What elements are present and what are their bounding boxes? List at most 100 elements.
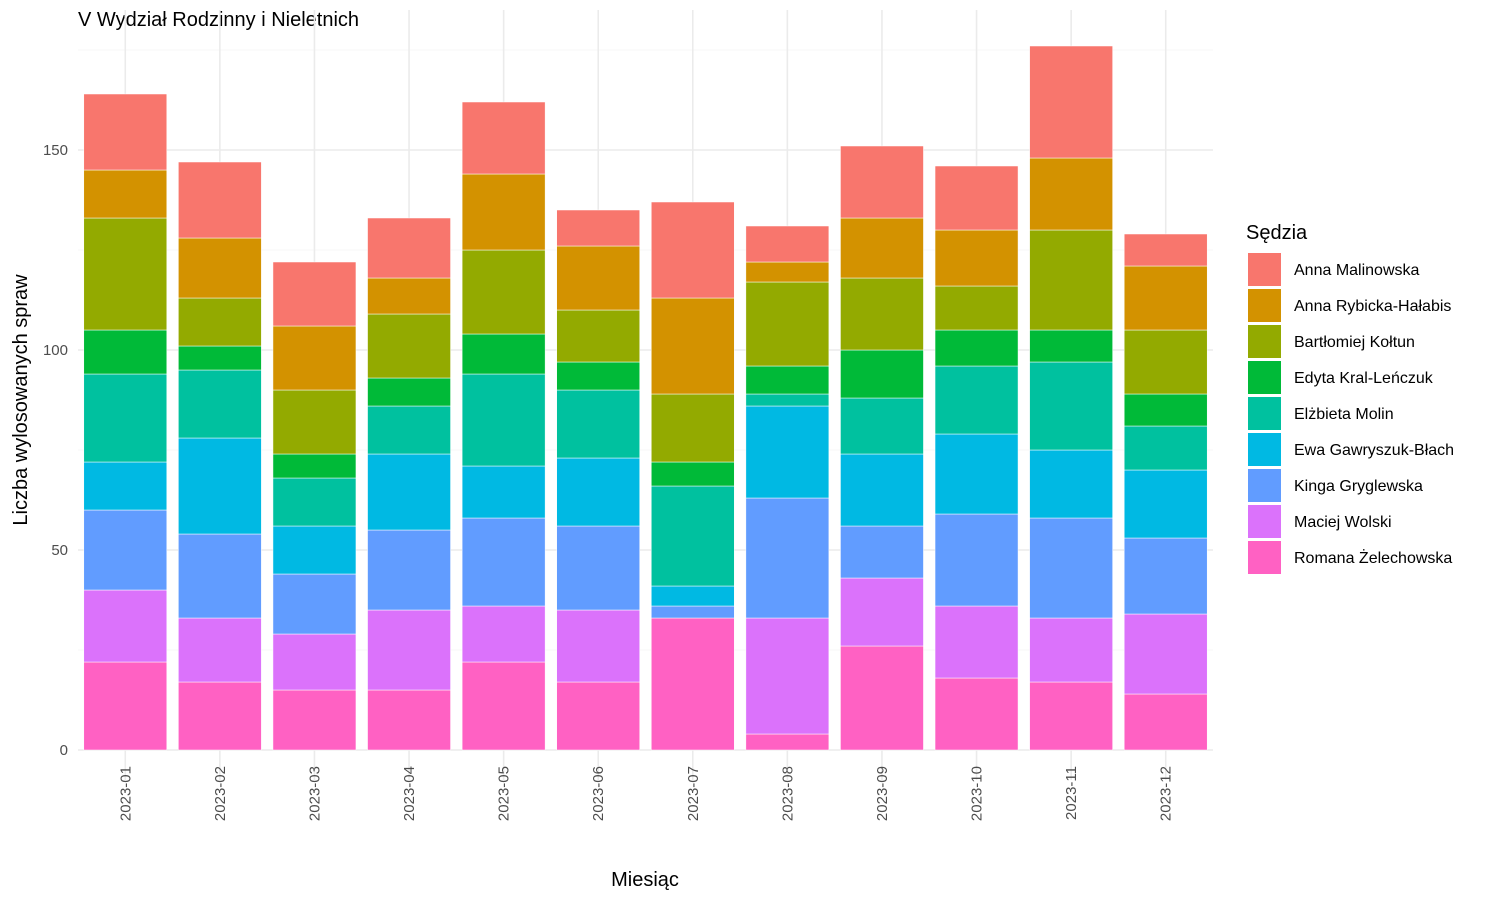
bar-segment [367,313,451,379]
bar-segment [272,633,357,691]
bar-segment [1123,469,1208,539]
bar-segment [461,661,546,751]
bar-segment [83,661,168,751]
bar-segment [651,617,735,751]
bar-segment [556,309,640,363]
bar-segment [1123,265,1208,331]
legend-swatch [1248,505,1281,538]
bar-segment [1123,233,1208,267]
bar-segment [934,433,1019,515]
bar-segment [83,461,168,511]
bar-segment [651,485,735,587]
legend-label: Elżbieta Molin [1294,406,1394,423]
bar-segment [1029,229,1113,331]
bar-segment [556,361,640,391]
bar-segment [272,573,357,635]
x-tick-label: 2023-11 [1063,766,1080,820]
legend-swatch [1248,397,1281,430]
bar-segment [272,477,357,527]
bar-segment [178,297,262,347]
x-axis-title: Miesiąc [611,869,679,891]
bar-segment [1123,329,1208,395]
bar-segment [840,277,924,351]
bar-segment [1029,361,1113,451]
bar-segment [840,577,924,647]
bar-segment [745,225,830,263]
legend-label: Kinga Gryglewska [1294,478,1423,495]
bar-segment [272,389,357,455]
bar-segment [461,101,546,175]
bar-segment [840,645,924,751]
bar-segment [556,609,640,683]
bar-segment [367,689,451,751]
legend-swatch [1248,541,1281,574]
bar-segment [934,513,1019,607]
bar-segment [83,509,168,591]
bar-segment [272,453,357,479]
bar-segment [367,529,451,611]
bar-segment [1029,617,1113,683]
bar-segment [745,617,830,735]
bar-segment [367,609,451,691]
y-tick-label: 100 [43,342,68,359]
bar-segment [1029,517,1113,619]
bar-segment [934,229,1019,287]
bar-segment [1123,393,1208,427]
bar-segment [1123,537,1208,615]
bar-segment [840,349,924,399]
bar-segment [367,277,451,315]
x-tick-label: 2023-06 [590,766,607,821]
bar-segment [83,589,168,663]
bar-segment [1029,157,1113,231]
bar-segment [934,285,1019,331]
y-tick-label: 150 [43,142,68,159]
bar-segment [272,525,357,575]
bar-segment [461,249,546,335]
legend-swatch [1248,433,1281,466]
bar-segment [83,169,168,219]
bar-segment [1123,613,1208,695]
legend-swatch [1248,469,1281,502]
bar-segment [840,453,924,527]
bar-segment [83,329,168,375]
legend-label: Edyta Kral-Leńczuk [1294,370,1434,387]
legend-swatch [1248,361,1281,394]
bar-segment [651,585,735,607]
x-tick-label: 2023-01 [117,766,134,821]
bar-segment [840,397,924,455]
bar-segment [178,437,262,535]
legend-title: Sędzia [1246,222,1308,244]
legend-swatch [1248,289,1281,322]
bar-segment [272,689,357,751]
legend-label: Anna Malinowska [1294,262,1420,279]
x-tick-label: 2023-08 [779,766,796,821]
bar-segment [272,261,357,327]
bar-segment [934,329,1019,367]
bar-segment [556,209,640,247]
chart-title: V Wydział Rodzinny i Nieletnich [78,9,359,31]
bar-segment [651,393,735,463]
legend-label: Anna Rybicka-Hałabis [1294,298,1451,315]
bar-segment [83,93,168,171]
bar-segment [556,245,640,311]
y-tick-labels: 0 50 100 150 [43,142,68,759]
bar-segment [83,217,168,331]
y-tick-label: 50 [51,542,68,559]
bar-segment [1029,329,1113,363]
bar-segment [461,173,546,251]
bar-segment [272,325,357,391]
x-tick-label: 2023-12 [1158,766,1175,821]
bar-segment [461,517,546,607]
bar-segment [840,145,924,219]
bar-segment [461,373,546,467]
x-tick-label: 2023-09 [874,766,891,821]
bar-segment [651,461,735,487]
bar-segment [745,733,830,751]
legend-swatch [1248,325,1281,358]
bar-segment [461,333,546,375]
bar-segment [367,405,451,455]
bar-segment [178,345,262,371]
bar-segment [556,681,640,751]
bar-segment [1029,449,1113,519]
